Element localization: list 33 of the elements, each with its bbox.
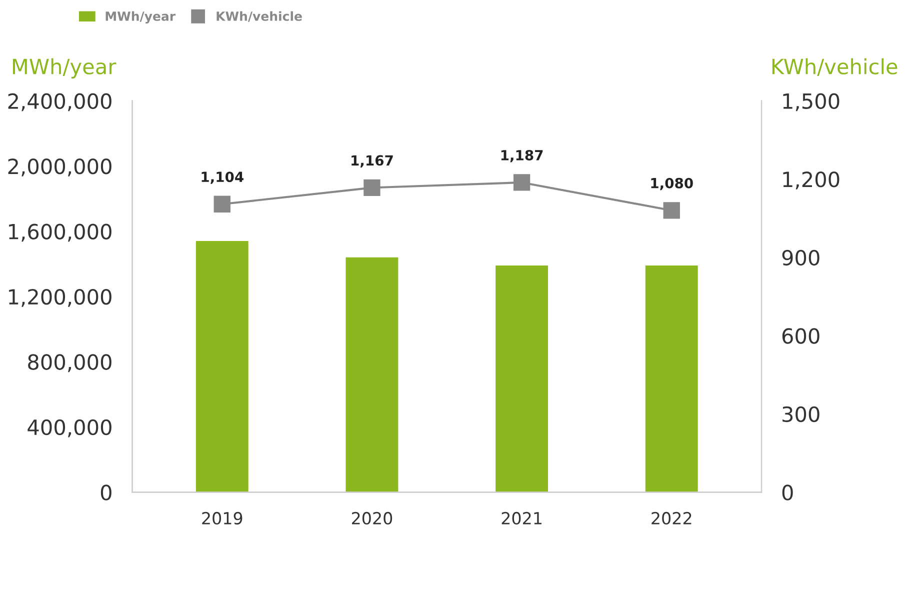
legend-label: KWh/vehicle bbox=[216, 11, 302, 22]
y-tick-label: 800,000 bbox=[28, 354, 112, 372]
y2-axis-title: KWh/vehicle bbox=[772, 58, 898, 76]
point bbox=[513, 174, 530, 191]
bar bbox=[496, 266, 548, 492]
y-tick-label: 1,600,000 bbox=[9, 224, 112, 242]
y2-tick-label: 900 bbox=[782, 250, 820, 266]
bar bbox=[645, 266, 698, 492]
point bbox=[663, 202, 680, 219]
data-label: 1,080 bbox=[651, 178, 693, 190]
y-tick-label: 2,400,000 bbox=[8, 93, 112, 112]
bar bbox=[346, 257, 398, 492]
data-label: 1,104 bbox=[202, 172, 244, 184]
bar bbox=[196, 241, 248, 492]
data-label: 1,187 bbox=[501, 150, 543, 162]
y2-tick-label: 600 bbox=[782, 328, 820, 344]
y2-tick-label: 1,200 bbox=[783, 172, 840, 190]
y2-tick-label: 1,500 bbox=[783, 93, 840, 112]
data-label: 1,167 bbox=[352, 155, 393, 168]
y-tick-label: 1,200,000 bbox=[9, 288, 112, 307]
point bbox=[364, 179, 380, 196]
point bbox=[214, 196, 230, 212]
y2-tick-label: 0 bbox=[782, 484, 793, 500]
x-tick-label: 2019 bbox=[202, 512, 242, 525]
x-tick-label: 2021 bbox=[502, 512, 542, 525]
y-tick-label: 400,000 bbox=[28, 419, 112, 438]
y2-tick-label: 300 bbox=[782, 406, 820, 422]
y-tick-label: 2,000,000 bbox=[8, 158, 112, 176]
y-axis-title: MWh/year bbox=[12, 58, 116, 78]
x-tick-label: 2022 bbox=[652, 512, 692, 525]
x-tick-label: 2020 bbox=[352, 512, 392, 525]
y-tick-label: 0 bbox=[100, 484, 112, 500]
legend-label: MWh/year bbox=[106, 11, 176, 24]
